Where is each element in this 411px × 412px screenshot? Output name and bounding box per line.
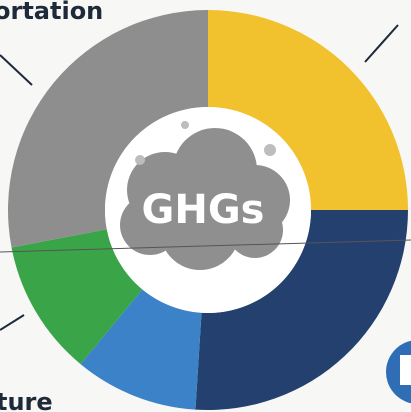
annotation: ture [0,388,53,412]
chart: GHGs ortation ture [0,0,411,412]
center-label: GHGs [142,187,265,233]
annotation: ortation [0,0,103,25]
